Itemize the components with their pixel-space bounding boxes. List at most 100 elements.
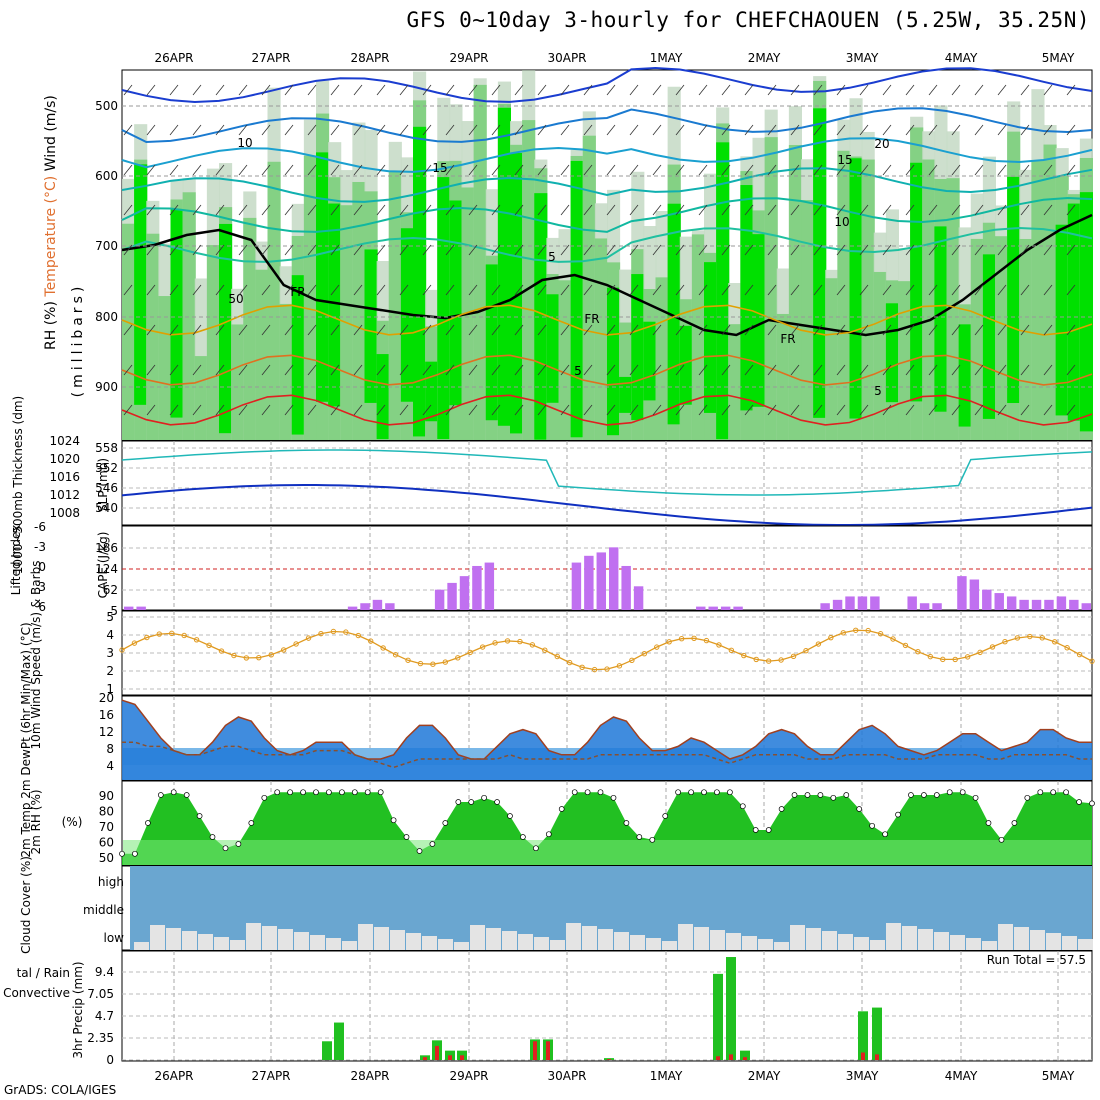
slp-ylabel: SLP (mb) (96, 458, 110, 512)
rh-shade-high (364, 249, 378, 403)
wind-barb (859, 204, 869, 216)
rh-shade-mid (764, 137, 778, 441)
rh-point (895, 811, 901, 818)
wind-barb (583, 84, 593, 96)
thickness-tick: 546 (95, 481, 118, 495)
wind-barb (123, 284, 133, 296)
wind-point (218, 648, 225, 654)
wind-barb (767, 84, 777, 96)
wind-barb (376, 84, 386, 96)
rh-shade-high (752, 234, 766, 407)
rh-shade-high (485, 264, 499, 421)
wind-barb (1043, 324, 1053, 336)
rh-point (222, 845, 229, 852)
precip-convective-bar (716, 1056, 720, 1060)
temp-tick: 8 (106, 742, 114, 756)
wind-barb (928, 364, 938, 376)
rh-point (739, 803, 746, 810)
top-date-label: 27APR (251, 51, 290, 65)
low-cloud-bar (758, 939, 773, 950)
wind-barb (560, 244, 570, 256)
wind-barb (491, 84, 501, 96)
slp-tick: 1016 (49, 470, 80, 484)
precip-convective-bar (607, 1059, 611, 1060)
wind-barb (905, 284, 915, 296)
rh-point (520, 834, 526, 840)
wind-barb (330, 364, 340, 376)
rh-point (921, 792, 927, 798)
wind-tick: 4 (106, 628, 114, 642)
wind-barb (537, 284, 547, 296)
wind-barb (376, 124, 386, 136)
rh-shade-high (170, 208, 184, 418)
wind-barb (767, 404, 777, 416)
wind-barb (813, 124, 823, 136)
wind-barb (629, 244, 639, 256)
rh-point (778, 806, 785, 812)
wind-barb (514, 84, 524, 96)
rh-point (132, 850, 138, 857)
wind-barb (836, 84, 846, 96)
freezing-level-line (121, 213, 1093, 337)
wind-barb (491, 204, 501, 216)
wind-barb (307, 324, 317, 336)
wind-barb (399, 164, 409, 176)
rh-unit: (%) (62, 815, 83, 829)
wind-barb (836, 124, 846, 136)
wind-barb (537, 204, 547, 216)
rh-point (170, 789, 177, 796)
wind-barb (744, 204, 754, 216)
low-cloud-bar (998, 924, 1013, 950)
rh-shade-high (716, 142, 730, 440)
rh-point (688, 789, 694, 796)
cape-bar (596, 552, 606, 610)
wind-barb (859, 124, 869, 136)
wind-barb (445, 204, 455, 216)
rh-point (429, 841, 436, 847)
wind-point (392, 652, 399, 658)
wind-barb (330, 164, 340, 176)
rh-point (507, 813, 513, 819)
wind-barb (974, 284, 984, 296)
wind-barb (445, 124, 455, 136)
bottom-date-label: 1MAY (650, 1069, 683, 1083)
low-cloud-bar (166, 928, 181, 950)
wind-barb (146, 284, 156, 296)
wind-barb (744, 284, 754, 296)
rh-point (856, 806, 863, 812)
wind-contour (121, 226, 1093, 263)
wind-barb (353, 204, 363, 216)
rh-shade-high (740, 185, 754, 411)
rh-point (326, 789, 332, 796)
wind-point (380, 645, 386, 651)
low-cloud-bar (182, 931, 197, 950)
rh-point (959, 789, 966, 796)
wind-barb (238, 284, 248, 296)
wind-barb (1020, 404, 1030, 416)
bottom-date-label: 28APR (350, 1069, 389, 1083)
wind-barb (376, 364, 386, 376)
cape-bar (621, 565, 631, 610)
rh-point (261, 794, 268, 801)
wind-point (1051, 639, 1058, 645)
wind-barb (1020, 364, 1030, 376)
rh-point (494, 799, 500, 805)
contour-label: 50 (228, 292, 243, 306)
wind-barb (767, 364, 777, 376)
low-cloud-bar (406, 933, 421, 950)
slp-line (121, 484, 1093, 526)
wind-barb (974, 324, 984, 336)
rh-point (119, 850, 125, 857)
wind-barb (721, 324, 731, 336)
precip-total-bar (726, 957, 736, 1060)
wind-barb (928, 164, 938, 176)
wind-barb (238, 244, 248, 256)
cape-bar (845, 596, 855, 610)
bottom-date-label: 5MAY (1042, 1069, 1075, 1083)
wind-barb (790, 364, 800, 376)
rh-point (235, 841, 242, 847)
temperature-contour (121, 394, 1093, 426)
contour-label: 20 (874, 137, 889, 151)
low-cloud-bar (646, 938, 661, 950)
wind-barb (192, 284, 202, 296)
